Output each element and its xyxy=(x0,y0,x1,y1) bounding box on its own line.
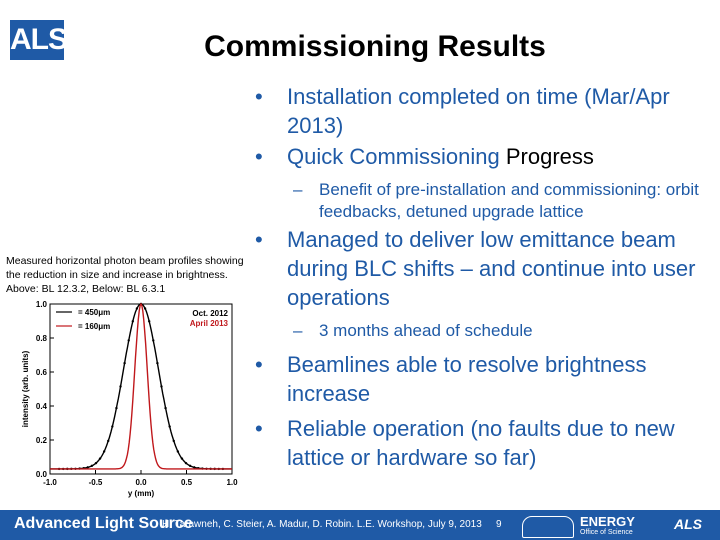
bullet-beamlines: • Beamlines able to resolve brightness i… xyxy=(255,352,647,406)
x-tick-label: 0.5 xyxy=(181,478,193,487)
dash-icon: – xyxy=(293,321,303,340)
data-point xyxy=(94,461,98,465)
data-point xyxy=(127,339,130,342)
footer-als-logo: ALS xyxy=(674,516,702,532)
x-tick-label: -1.0 xyxy=(43,478,57,487)
building-logo-icon xyxy=(522,516,574,538)
y-tick-label: 0.6 xyxy=(36,368,48,377)
data-point xyxy=(176,450,180,453)
dash-icon: – xyxy=(293,180,303,199)
bullet-list: • Installation completed on time (Mar/Ap… xyxy=(255,82,715,472)
x-tick-label: 0.0 xyxy=(135,478,147,487)
page-number: 9 xyxy=(496,519,502,530)
doe-logo: ENERGY Office of Science xyxy=(580,514,635,536)
data-point xyxy=(123,361,126,365)
bullet-dot-icon: • xyxy=(255,84,263,109)
beam-profile-chart: -1.0 -0.5 0.0 0.5 1.0 0.0 0.2 0.4 0.6 0.8 1.0 y (mm… xyxy=(21,300,238,498)
data-point xyxy=(111,425,114,428)
annotation-450um: = 450μm xyxy=(78,308,110,317)
bullet-dot-icon: • xyxy=(255,352,263,377)
data-point xyxy=(193,466,196,469)
y-tick-label: 1.0 xyxy=(36,300,48,309)
data-point xyxy=(147,320,151,323)
y-axis-label: intensity (arb. units) xyxy=(21,350,30,427)
data-point xyxy=(160,385,163,388)
bullet-dot-icon: • xyxy=(255,227,263,252)
bullet-reliable: • Reliable operation (no faults due to n… xyxy=(255,416,675,470)
data-point xyxy=(102,450,106,453)
y-tick-label: 0.2 xyxy=(36,436,48,445)
annotation-160um: = 160μm xyxy=(78,322,110,331)
als-logo: ALS xyxy=(10,20,68,60)
x-tick-label: -0.5 xyxy=(89,478,103,487)
data-point xyxy=(119,385,122,388)
data-point xyxy=(172,439,175,443)
legend-oct-2012: Oct. 2012 xyxy=(192,309,228,318)
figure-caption: Measured horizontal photon beam profiles… xyxy=(6,255,244,295)
data-point xyxy=(115,406,118,410)
sub-bullet-ahead-schedule: – 3 months ahead of schedule xyxy=(293,321,533,340)
bullet-low-emittance: • Managed to deliver low emittance beam … xyxy=(255,227,696,310)
data-point xyxy=(168,425,171,428)
slide-title: Commissioning Results xyxy=(204,30,546,63)
data-point xyxy=(143,307,147,310)
bullet-dot-icon: • xyxy=(255,144,263,169)
data-point xyxy=(98,457,102,460)
data-point xyxy=(180,457,184,460)
footer-bar: Advanced Light Source H. Tarawneh, C. St… xyxy=(0,510,720,540)
y-tick-label: 0.8 xyxy=(36,334,48,343)
footer-credit: H. Tarawneh, C. Steier, A. Madur, D. Rob… xyxy=(162,519,482,530)
data-point xyxy=(107,439,110,443)
data-point xyxy=(164,406,167,410)
data-point xyxy=(188,464,192,468)
bullet-dot-icon: • xyxy=(255,416,263,441)
sub-bullet-preinstallation: – Benefit of pre-installation and commis… xyxy=(293,180,699,221)
footer-brand: Advanced Light Source xyxy=(14,515,193,532)
y-tick-label: 0.4 xyxy=(36,402,48,411)
x-tick-label: 1.0 xyxy=(226,478,238,487)
data-point xyxy=(135,307,139,310)
data-point xyxy=(131,320,135,323)
legend-april-2013: April 2013 xyxy=(190,319,229,328)
y-tick-label: 0.0 xyxy=(36,470,48,479)
x-axis-label: y (mm) xyxy=(128,489,155,498)
data-point xyxy=(90,464,94,468)
data-point xyxy=(156,361,159,365)
series-line-2 xyxy=(50,302,232,470)
data-point xyxy=(152,339,155,342)
data-point xyxy=(86,466,89,469)
bullet-commissioning: • Quick Commissioning Progress xyxy=(255,144,594,169)
bullet-installation: • Installation completed on time (Mar/Ap… xyxy=(255,84,670,138)
data-point xyxy=(184,461,188,465)
